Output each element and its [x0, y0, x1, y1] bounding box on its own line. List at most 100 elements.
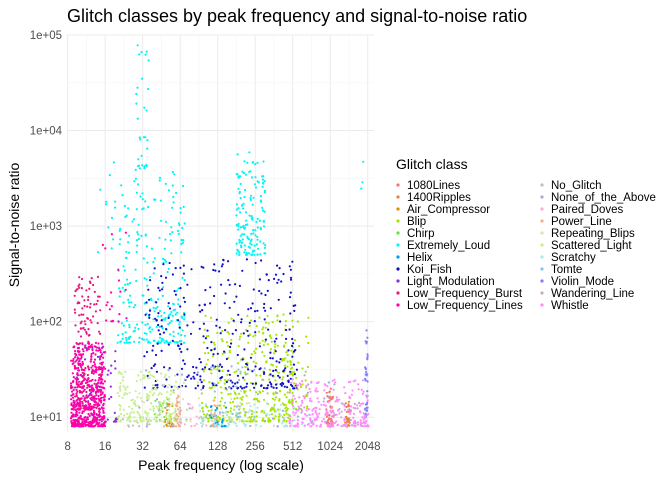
data-point: [294, 304, 297, 307]
data-point: [283, 425, 286, 428]
data-point: [188, 403, 191, 406]
data-point: [263, 210, 266, 213]
data-point: [179, 422, 183, 425]
data-point: [76, 357, 79, 360]
data-point: [178, 406, 182, 409]
data-point: [154, 317, 157, 320]
data-point: [79, 327, 82, 330]
data-point: [168, 232, 172, 236]
data-point: [158, 392, 161, 395]
data-point: [154, 399, 157, 402]
data-point: [265, 402, 268, 405]
data-point: [81, 382, 84, 385]
data-point: [297, 408, 300, 411]
data-point: [290, 349, 293, 352]
data-point: [234, 329, 237, 332]
data-point: [218, 417, 221, 420]
data-point: [252, 335, 255, 338]
data-point: [293, 309, 296, 312]
data-point: [248, 420, 251, 423]
data-point: [155, 325, 158, 329]
data-point: [208, 368, 211, 371]
data-point: [163, 385, 166, 388]
data-point: [168, 367, 171, 370]
data-point: [96, 299, 99, 302]
data-point: [256, 253, 259, 256]
data-point: [338, 408, 341, 411]
data-point: [173, 173, 176, 176]
data-point: [274, 396, 278, 399]
data-point: [139, 419, 142, 422]
data-point: [218, 413, 221, 416]
data-point: [274, 383, 278, 386]
data-point: [226, 414, 229, 417]
legend-label: None_of_the_Above: [551, 192, 656, 204]
data-point: [94, 379, 97, 382]
chart-title: Glitch classes by peak frequency and sig…: [67, 6, 527, 26]
data-point: [311, 409, 314, 412]
data-point: [160, 319, 163, 322]
data-point: [239, 332, 243, 335]
data-point: [254, 334, 257, 337]
data-point: [162, 331, 165, 334]
data-point: [349, 380, 352, 383]
legend-label: Power_Line: [551, 216, 612, 228]
data-point: [135, 239, 138, 242]
data-point: [170, 226, 173, 229]
legend-key: [540, 207, 544, 211]
data-point: [123, 414, 126, 417]
data-point: [88, 380, 91, 383]
data-point: [289, 268, 292, 271]
data-point: [177, 319, 180, 322]
data-point: [155, 415, 158, 418]
data-point: [90, 277, 93, 280]
data-point: [259, 425, 262, 428]
data-point: [335, 413, 338, 416]
data-point: [145, 369, 148, 372]
data-point: [147, 205, 150, 209]
data-point: [309, 425, 312, 428]
data-point: [177, 232, 180, 235]
data-point: [139, 195, 142, 198]
data-point: [101, 342, 104, 345]
legend-label: Extremely_Loud: [407, 240, 490, 252]
data-point: [224, 411, 227, 414]
data-point: [79, 357, 82, 360]
data-point: [127, 298, 130, 301]
x-tick-label: 128: [208, 441, 227, 453]
data-point: [323, 389, 326, 392]
data-point: [84, 367, 87, 370]
data-point: [283, 385, 286, 388]
data-point: [117, 279, 120, 282]
data-point: [273, 340, 276, 343]
data-point: [104, 203, 108, 206]
data-point: [229, 401, 232, 404]
data-point: [242, 409, 246, 412]
data-point: [101, 386, 104, 389]
data-point: [143, 332, 146, 335]
data-point: [112, 420, 116, 423]
data-point: [176, 341, 179, 344]
data-point: [361, 181, 364, 184]
data-point: [248, 324, 251, 327]
data-point: [152, 339, 155, 342]
legend-key: [396, 279, 400, 283]
data-point: [304, 370, 307, 373]
data-point: [75, 410, 78, 413]
data-point: [258, 342, 261, 345]
legend-key: [396, 183, 400, 187]
data-point: [239, 211, 242, 214]
data-point: [175, 289, 178, 292]
data-point: [96, 382, 99, 385]
data-point: [82, 313, 85, 316]
data-point: [251, 420, 254, 423]
data-point: [72, 388, 75, 391]
data-point: [134, 303, 137, 307]
data-point: [213, 294, 216, 298]
data-point: [350, 424, 353, 427]
data-point: [289, 389, 292, 392]
data-point: [259, 253, 262, 256]
data-point: [137, 237, 140, 241]
data-point: [218, 326, 221, 329]
data-point: [175, 386, 179, 389]
